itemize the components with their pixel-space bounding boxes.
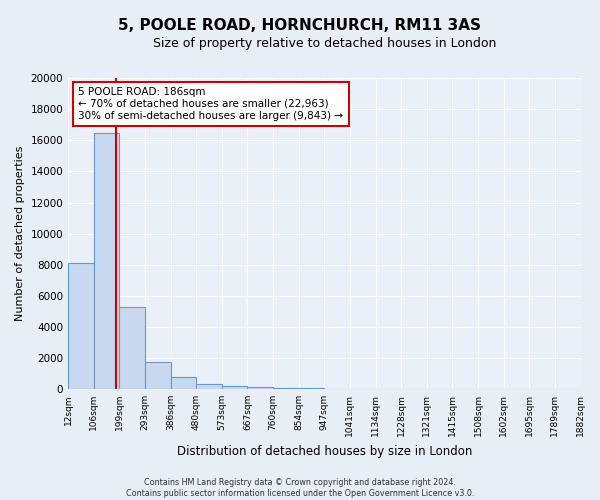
X-axis label: Distribution of detached houses by size in London: Distribution of detached houses by size … (176, 444, 472, 458)
Text: Contains HM Land Registry data © Crown copyright and database right 2024.
Contai: Contains HM Land Registry data © Crown c… (126, 478, 474, 498)
Bar (170, 377, 196, 389)
Bar (299, 388, 325, 389)
Bar (222, 386, 247, 389)
Title: Size of property relative to detached houses in London: Size of property relative to detached ho… (152, 38, 496, 51)
Y-axis label: Number of detached properties: Number of detached properties (15, 146, 25, 322)
Bar (68, 263, 94, 389)
Text: 5 POOLE ROAD: 186sqm
← 70% of detached houses are smaller (22,963)
30% of semi-d: 5 POOLE ROAD: 186sqm ← 70% of detached h… (79, 88, 343, 120)
Bar (247, 388, 273, 389)
Bar (273, 388, 299, 389)
Bar (196, 384, 222, 389)
Bar (145, 362, 170, 389)
Text: 5, POOLE ROAD, HORNCHURCH, RM11 3AS: 5, POOLE ROAD, HORNCHURCH, RM11 3AS (119, 18, 482, 32)
Bar (94, 132, 119, 389)
Bar (119, 306, 145, 389)
